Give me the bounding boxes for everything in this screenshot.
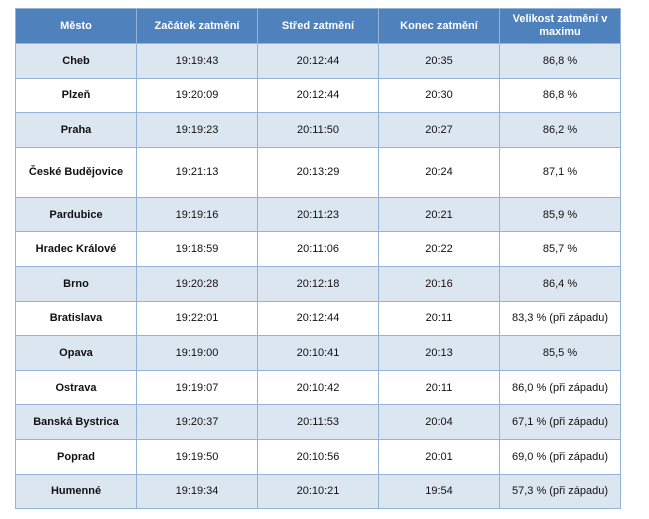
table-row: Plzeň 19:20:09 20:12:44 20:30 86,8 % <box>15 77 621 114</box>
table-row: Poprad 19:19:50 20:10:56 20:01 69,0 % (při z… <box>15 438 621 475</box>
city-cell: Brno <box>15 265 137 302</box>
table-cell: 87,1 % <box>499 146 621 198</box>
table-cell: 20:11:23 <box>257 196 379 233</box>
table-row: Ostrava 19:19:07 20:10:42 20:11 86,0 % (při … <box>15 369 621 406</box>
header-cell: Začátek zatmění <box>136 8 258 44</box>
table-cell: 20:16 <box>378 265 500 302</box>
table-cell: 20:12:44 <box>257 43 379 79</box>
table-cell: 85,5 % <box>499 335 621 371</box>
table-header: Město Začátek zatmění Střed zatmění Konec z… <box>15 8 621 44</box>
table-row: Opava 19:19:00 20:10:41 20:13 85,5 % <box>15 335 621 371</box>
table-cell: 19:20:28 <box>136 265 258 302</box>
table-row: Pardubice 19:19:16 20:11:23 20:21 85,9 % <box>15 196 621 233</box>
table-cell: 20:35 <box>378 43 500 79</box>
table-cell: 20:11 <box>378 369 500 406</box>
table-cell: 20:12:18 <box>257 265 379 302</box>
table-cell: 20:10:41 <box>257 335 379 371</box>
table-cell: 19:19:50 <box>136 438 258 475</box>
header-cell: Konec zatmění <box>378 8 500 44</box>
table-cell: 20:10:56 <box>257 438 379 475</box>
city-cell: Praha <box>15 112 137 148</box>
table-cell: 19:19:00 <box>136 335 258 371</box>
city-cell: Pardubice <box>15 196 137 233</box>
table-cell: 20:21 <box>378 196 500 233</box>
table-cell: 20:12:44 <box>257 77 379 114</box>
table-cell: 86,4 % <box>499 265 621 302</box>
table-cell: 19:19:23 <box>136 112 258 148</box>
city-cell: Ostrava <box>15 369 137 406</box>
table-row: České Budějovice 19:21:13 20:13:29 20:24 87,… <box>15 146 621 198</box>
header-cell: Město <box>15 8 137 44</box>
table-row: Hradec Králové 19:18:59 20:11:06 20:22 85,7 … <box>15 231 621 267</box>
table-cell: 85,9 % <box>499 196 621 233</box>
table-cell: 20:13 <box>378 335 500 371</box>
table-cell: 86,2 % <box>499 112 621 148</box>
table-row: Brno 19:20:28 20:12:18 20:16 86,4 % <box>15 265 621 302</box>
city-cell: Hradec Králové <box>15 231 137 267</box>
table-row: Bratislava 19:22:01 20:12:44 20:11 83,3 % (p… <box>15 300 621 337</box>
table-row: Cheb 19:19:43 20:12:44 20:35 86,8 % <box>15 43 621 79</box>
city-cell: Bratislava <box>15 300 137 337</box>
table-row: Praha 19:19:23 20:11:50 20:27 86,2 % <box>15 112 621 148</box>
table-cell: 86,8 % <box>499 77 621 114</box>
table-cell: 19:18:59 <box>136 231 258 267</box>
table-cell: 19:19:43 <box>136 43 258 79</box>
table-cell: 20:10:42 <box>257 369 379 406</box>
table-cell: 19:19:07 <box>136 369 258 406</box>
table-cell: 69,0 % (při západu) <box>499 438 621 475</box>
table-cell: 20:11:06 <box>257 231 379 267</box>
header-cell: Velikost zatmění v maximu <box>499 8 621 44</box>
header-row: Město Začátek zatmění Střed zatmění Konec z… <box>15 8 621 44</box>
table-cell: 20:12:44 <box>257 300 379 337</box>
table-cell: 19:20:37 <box>136 404 258 440</box>
city-cell: Poprad <box>15 438 137 475</box>
table-cell: 19:19:16 <box>136 196 258 233</box>
city-cell: České Budějovice <box>15 146 137 198</box>
table-cell: 20:22 <box>378 231 500 267</box>
table-cell: 86,8 % <box>499 43 621 79</box>
table-cell: 20:11:53 <box>257 404 379 440</box>
table-cell: 19:21:13 <box>136 146 258 198</box>
table-cell: 20:13:29 <box>257 146 379 198</box>
table-cell: 20:01 <box>378 438 500 475</box>
table-cell: 20:04 <box>378 404 500 440</box>
table-cell: 19:54 <box>378 473 500 510</box>
table-cell: 85,7 % <box>499 231 621 267</box>
table-row: Banská Bystrica 19:20:37 20:11:53 20:04 67,1… <box>15 404 621 440</box>
city-cell: Cheb <box>15 43 137 79</box>
table-cell: 19:20:09 <box>136 77 258 114</box>
eclipse-table: Město Začátek zatmění Střed zatmění Konec z… <box>15 8 621 510</box>
table-cell: 57,3 % (při západu) <box>499 473 621 510</box>
table-cell: 20:11 <box>378 300 500 337</box>
table-cell: 20:11:50 <box>257 112 379 148</box>
table-cell: 86,0 % (při západu) <box>499 369 621 406</box>
table-cell: 20:30 <box>378 77 500 114</box>
header-cell: Střed zatmění <box>257 8 379 44</box>
city-cell: Plzeň <box>15 77 137 114</box>
table-cell: 20:24 <box>378 146 500 198</box>
table-row: Humenné 19:19:34 20:10:21 19:54 57,3 % (při … <box>15 473 621 510</box>
city-cell: Humenné <box>15 473 137 510</box>
city-cell: Opava <box>15 335 137 371</box>
table-cell: 20:10:21 <box>257 473 379 510</box>
table-cell: 83,3 % (při západu) <box>499 300 621 337</box>
table-cell: 19:19:34 <box>136 473 258 510</box>
table-cell: 19:22:01 <box>136 300 258 337</box>
table-cell: 67,1 % (při západu) <box>499 404 621 440</box>
table-cell: 20:27 <box>378 112 500 148</box>
city-cell: Banská Bystrica <box>15 404 137 440</box>
table-body: Cheb 19:19:43 20:12:44 20:35 86,8 % Plzeň 19:2… <box>15 43 621 510</box>
